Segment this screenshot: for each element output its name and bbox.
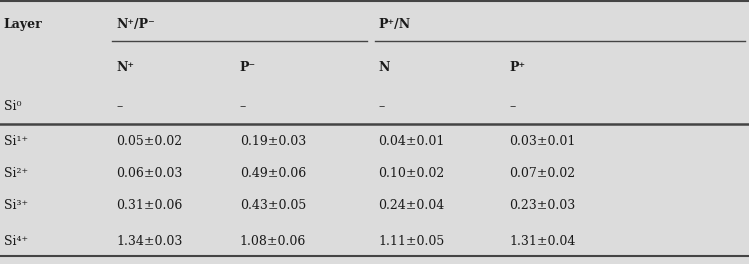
Text: P⁻: P⁻ <box>240 61 256 74</box>
Text: P⁺/N: P⁺/N <box>378 18 410 31</box>
Text: 0.19±0.03: 0.19±0.03 <box>240 135 306 148</box>
Text: 0.10±0.02: 0.10±0.02 <box>378 167 444 180</box>
Text: 0.31±0.06: 0.31±0.06 <box>116 199 183 211</box>
Text: –: – <box>116 100 122 113</box>
Text: 0.23±0.03: 0.23±0.03 <box>509 199 575 211</box>
Text: Si¹⁺: Si¹⁺ <box>4 135 28 148</box>
Text: Si³⁺: Si³⁺ <box>4 199 28 211</box>
Text: N⁺: N⁺ <box>116 61 134 74</box>
Text: 0.24±0.04: 0.24±0.04 <box>378 199 444 211</box>
Text: –: – <box>240 100 246 113</box>
Text: 0.04±0.01: 0.04±0.01 <box>378 135 445 148</box>
Text: –: – <box>378 100 384 113</box>
Text: 0.05±0.02: 0.05±0.02 <box>116 135 182 148</box>
Text: 0.03±0.01: 0.03±0.01 <box>509 135 576 148</box>
Text: 0.43±0.05: 0.43±0.05 <box>240 199 306 211</box>
Text: Si⁴⁺: Si⁴⁺ <box>4 235 28 248</box>
Text: 0.07±0.02: 0.07±0.02 <box>509 167 575 180</box>
Text: 1.11±0.05: 1.11±0.05 <box>378 235 444 248</box>
Text: 1.31±0.04: 1.31±0.04 <box>509 235 576 248</box>
Text: P⁺: P⁺ <box>509 61 526 74</box>
Text: Si⁰: Si⁰ <box>4 100 21 113</box>
Text: Layer: Layer <box>4 18 43 31</box>
Text: 1.08±0.06: 1.08±0.06 <box>240 235 306 248</box>
Text: 1.34±0.03: 1.34±0.03 <box>116 235 183 248</box>
Text: N: N <box>378 61 389 74</box>
Text: Si²⁺: Si²⁺ <box>4 167 28 180</box>
Text: 0.06±0.03: 0.06±0.03 <box>116 167 183 180</box>
Text: –: – <box>509 100 515 113</box>
Text: N⁺/P⁻: N⁺/P⁻ <box>116 18 155 31</box>
Text: 0.49±0.06: 0.49±0.06 <box>240 167 306 180</box>
